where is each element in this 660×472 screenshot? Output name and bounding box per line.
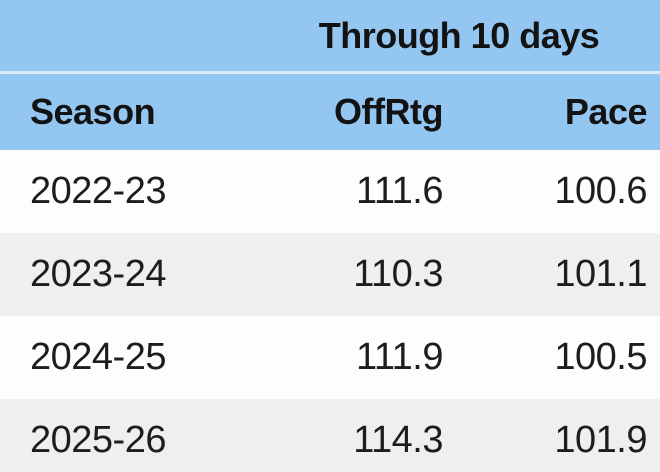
pace-cell: 101.9 bbox=[554, 419, 647, 461]
table-row: 2023-24 110.3 101.1 bbox=[0, 233, 660, 316]
group-header-row: Through 10 days bbox=[0, 0, 660, 74]
column-header-row: Season OffRtg Pace bbox=[0, 74, 660, 150]
table-row: 2025-26 114.3 101.9 bbox=[0, 399, 660, 472]
pace-cell: 100.5 bbox=[554, 336, 647, 378]
offrtg-cell: 111.6 bbox=[356, 170, 443, 212]
season-cell: 2022-23 bbox=[30, 170, 166, 212]
season-cell: 2023-24 bbox=[30, 253, 166, 295]
offrtg-cell: 110.3 bbox=[353, 253, 443, 295]
table-row: 2024-25 111.9 100.5 bbox=[0, 316, 660, 399]
season-cell: 2025-26 bbox=[30, 419, 166, 461]
pace-cell: 100.6 bbox=[554, 170, 647, 212]
table-body: 2022-23 111.6 100.6 2023-24 110.3 101.1 … bbox=[0, 150, 660, 472]
column-header-pace: Pace bbox=[564, 91, 648, 132]
pace-cell: 101.1 bbox=[554, 253, 647, 295]
column-header-offrtg: OffRtg bbox=[334, 91, 443, 132]
season-cell: 2024-25 bbox=[30, 336, 166, 378]
offrtg-cell: 111.9 bbox=[356, 336, 443, 378]
offrtg-cell: 114.3 bbox=[353, 419, 443, 461]
group-header-title: Through 10 days bbox=[318, 14, 600, 56]
column-header-season: Season bbox=[30, 91, 156, 132]
table-row: 2022-23 111.6 100.6 bbox=[0, 150, 660, 233]
